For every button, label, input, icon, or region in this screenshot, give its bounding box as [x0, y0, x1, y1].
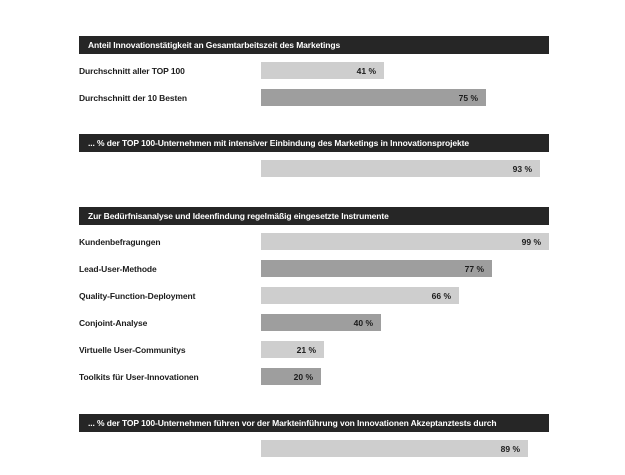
bar: 99 % — [261, 233, 549, 250]
section-header: ... % der TOP 100-Unternehmen mit intens… — [79, 134, 549, 152]
bar: 66 % — [261, 287, 459, 304]
chart-row: Conjoint-Analyse 40 % — [79, 309, 549, 336]
bar-value-label: 75 % — [458, 92, 478, 103]
chart-row: Toolkits für User-Innovationen 20 % — [79, 363, 549, 390]
chart-row: Durchschnitt aller TOP 100 41 % — [79, 57, 549, 84]
bar: 77 % — [261, 260, 492, 277]
bar: 41 % — [261, 62, 384, 79]
row-label: Quality-Function-Deployment — [79, 290, 196, 301]
row-label: Durchschnitt aller TOP 100 — [79, 65, 185, 76]
bar-value-label: 93 % — [512, 163, 532, 174]
bar-value-label: 41 % — [356, 65, 376, 76]
section-rows: 93 % — [79, 155, 549, 182]
row-label: Virtuelle User-Communitys — [79, 344, 186, 355]
section-rows: 89 % — [79, 435, 549, 462]
section-acceptance-tests: ... % der TOP 100-Unternehmen führen vor… — [79, 414, 549, 462]
bar-value-label: 89 % — [500, 443, 520, 454]
row-label: Conjoint-Analyse — [79, 317, 148, 328]
section-header: ... % der TOP 100-Unternehmen führen vor… — [79, 414, 549, 432]
row-label: Toolkits für User-Innovationen — [79, 371, 199, 382]
bar: 75 % — [261, 89, 486, 106]
bar-value-label: 99 % — [521, 236, 541, 247]
chart-row: Durchschnitt der 10 Besten 75 % — [79, 84, 549, 111]
section-innovation-share: Anteil Innovationstätigkeit an Gesamtarb… — [79, 36, 549, 111]
bar: 20 % — [261, 368, 321, 385]
chart-row: Kundenbefragungen 99 % — [79, 228, 549, 255]
section-header: Anteil Innovationstätigkeit an Gesamtarb… — [79, 36, 549, 54]
chart-row: Lead-User-Methode 77 % — [79, 255, 549, 282]
section-header: Zur Bedürfnisanalyse und Ideenfindung re… — [79, 207, 549, 225]
section-marketing-involvement: ... % der TOP 100-Unternehmen mit intens… — [79, 134, 549, 182]
row-label: Durchschnitt der 10 Besten — [79, 92, 187, 103]
bar: 89 % — [261, 440, 528, 457]
bar-value-label: 20 % — [293, 371, 313, 382]
chart-row: 93 % — [79, 155, 549, 182]
bar-value-label: 77 % — [464, 263, 484, 274]
bar: 40 % — [261, 314, 381, 331]
row-label: Kundenbefragungen — [79, 236, 161, 247]
chart-row: Virtuelle User-Communitys 21 % — [79, 336, 549, 363]
section-rows: Kundenbefragungen 99 % Lead-User-Methode… — [79, 228, 549, 390]
bar: 93 % — [261, 160, 540, 177]
section-rows: Durchschnitt aller TOP 100 41 % Durchsch… — [79, 57, 549, 111]
bar-value-label: 66 % — [431, 290, 451, 301]
bar: 21 % — [261, 341, 324, 358]
section-instruments: Zur Bedürfnisanalyse und Ideenfindung re… — [79, 207, 549, 390]
row-label: Lead-User-Methode — [79, 263, 157, 274]
bar-value-label: 40 % — [353, 317, 373, 328]
content-area: Anteil Innovationstätigkeit an Gesamtarb… — [79, 36, 549, 462]
chart-row: Quality-Function-Deployment 66 % — [79, 282, 549, 309]
bar-value-label: 21 % — [296, 344, 316, 355]
chart-row: 89 % — [79, 435, 549, 462]
